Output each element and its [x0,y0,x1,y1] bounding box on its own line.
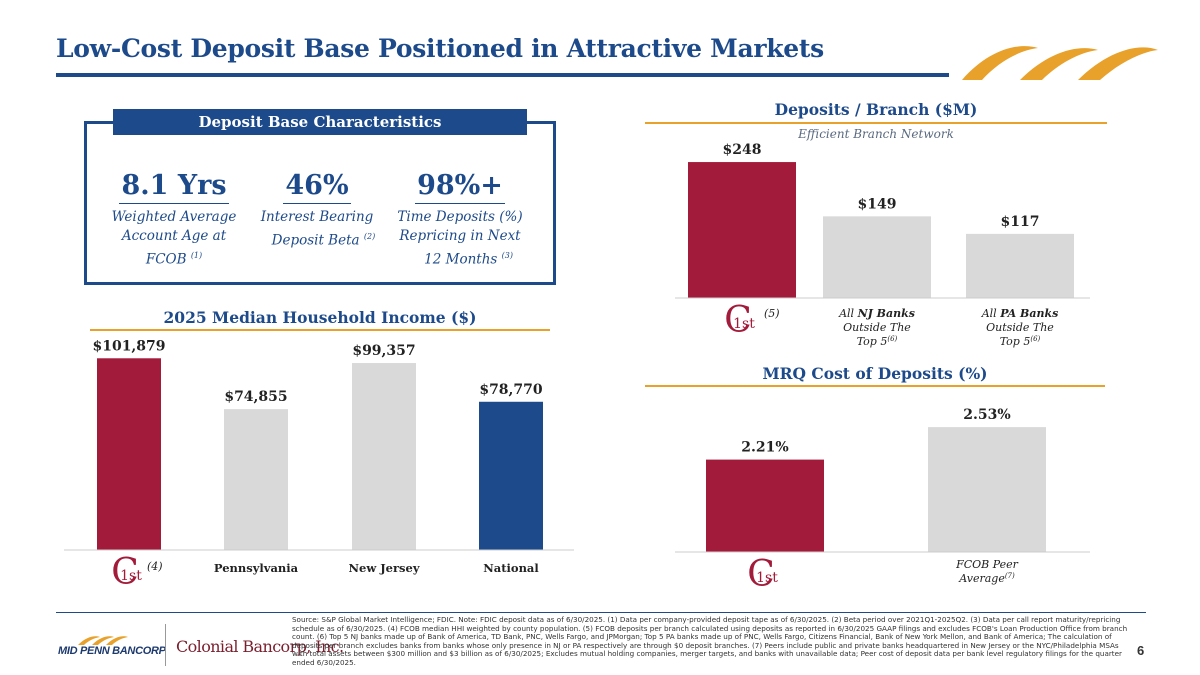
svg-text:1st: 1st [120,568,142,584]
category-label: New Jersey [348,561,419,575]
svg-text:1st: 1st [733,316,755,332]
bar-value-label: $74,855 [224,389,287,405]
kpi-desc-line: Interest Bearing [260,209,374,225]
deposits-branch-title: Deposits / Branch ($M) [774,100,978,119]
kpi-desc-line: 12 Months [424,251,498,268]
bar [352,363,416,550]
footnote-ref: (5) [764,307,780,320]
footnote-ref: (4) [147,560,163,573]
category-label: Outside The [843,321,911,334]
colonial-bancorp-logo: Colonial Bancorp, Inc. [176,637,344,656]
deposits-branch-rule [645,122,1107,124]
kpi-desc-line: Time Deposits (%) [397,209,523,225]
svg-text:C: C [111,552,139,593]
bar [823,216,931,298]
bar [97,358,161,550]
category-label: National [483,561,539,575]
bar-value-label: 2.53% [963,407,1010,423]
kpi-time-deposits: 98%+ Time Deposits (%) Repricing in Next… [390,170,530,270]
income-rule [90,329,550,331]
footnote-ref: (1) [190,251,203,260]
bar [688,162,796,298]
income-title: 2025 Median Household Income ($) [163,308,477,327]
category-label: Top 5(6) [857,335,898,348]
footnote-text: Source: S&P Global Market Intelligence; … [292,615,1128,667]
deposits-branch-subtitle: Efficient Branch Network [798,127,954,141]
kpi-description: Weighted Average Account Age at FCOB (1) [104,208,244,270]
kpi-desc-line: Deposit Beta [271,232,360,249]
bar-value-label: $78,770 [479,382,543,398]
kpi-desc-line: Weighted Average [111,209,237,225]
footnote-ref: (3) [501,251,513,260]
kpi-desc-line: Repricing in Next [399,228,521,244]
kpi-account-age: 8.1 Yrs Weighted Average Account Age at … [104,170,244,270]
svg-text:1st: 1st [756,570,778,586]
bar [928,427,1046,552]
bar [224,409,288,550]
cost-deposits-rule [645,385,1105,387]
bar [966,233,1074,298]
svg-text:C: C [724,300,752,341]
mid-penn-footer-swoosh [78,636,128,645]
category-label: FCOB Peer [955,558,1019,571]
bar-value-label: $117 [1001,214,1040,230]
category-label: Outside The [986,321,1054,334]
title-underline [56,73,949,77]
svg-text:C: C [747,554,775,595]
mid-penn-logo: MID PENN BANCORP [58,645,166,657]
kpi-value: 8.1 Yrs [119,170,229,204]
kpi-description: Time Deposits (%) Repricing in Next 12 M… [390,208,530,270]
deposit-base-box [84,121,556,285]
bar-value-label: 2.21% [741,440,788,456]
category-label: All NJ Banks [838,307,915,320]
deposit-base-header: Deposit Base Characteristics [113,109,527,135]
mid-penn-swoosh-logo [962,46,1158,80]
bar-value-label: $101,879 [92,340,165,354]
kpi-deposit-beta: 46% Interest Bearing Deposit Beta (2) [252,170,382,251]
page-title: Low-Cost Deposit Base Positioned in Attr… [56,34,824,63]
footnote-ref: (2) [363,232,376,241]
kpi-desc-line: Account Age at [121,228,227,244]
kpi-value: 46% [283,170,351,204]
kpi-value: 98%+ [415,170,505,204]
logo-separator [165,624,166,666]
page-number: 6 [1137,643,1145,658]
bar [479,401,543,550]
box-top-left-border [84,121,114,124]
bar-value-label: $149 [858,196,897,212]
box-top-right-border [526,121,556,124]
category-label: All PA Banks [981,307,1059,320]
bar [706,459,824,552]
bar-value-label: $99,357 [352,343,415,359]
kpi-desc-line: FCOB [145,251,187,268]
category-label: Top 5(6) [1000,335,1041,348]
category-label: Pennsylvania [214,561,299,575]
kpi-description: Interest Bearing Deposit Beta (2) [252,208,382,251]
footer-rule [56,612,1146,613]
cost-deposits-title: MRQ Cost of Deposits (%) [762,364,988,383]
bar-value-label: $248 [723,142,762,158]
category-label: Average(7) [958,572,1015,585]
